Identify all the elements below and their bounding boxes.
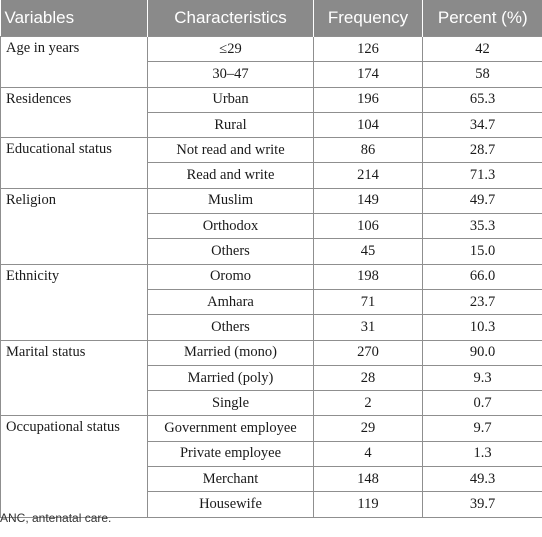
- header-variables: Variables: [0, 0, 148, 37]
- table-row: Residences Urban 196 65.3: [0, 86, 542, 139]
- header-row: Variables Characteristics Frequency Perc…: [0, 0, 542, 37]
- percent-cell: 58: [422, 61, 542, 88]
- percent-cell: 65.3: [422, 86, 542, 113]
- percent-cell: 23.7: [422, 288, 542, 316]
- table-row: Religion Muslim 149 49.7: [0, 187, 542, 265]
- percent-cell: 71.3: [422, 162, 542, 189]
- variable-cell: Educational status: [0, 137, 148, 189]
- frequency-cell: 148: [313, 466, 423, 493]
- percent-cell: 35.3: [422, 213, 542, 240]
- frequency-cell: 86: [313, 137, 423, 164]
- variable-cell: Ethnicity: [0, 263, 148, 341]
- percent-cell: 0.7: [422, 390, 542, 417]
- table-row: Single 2 0.7: [1, 390, 542, 417]
- table-row: Merchant 148 49.3: [1, 466, 542, 493]
- frequency-cell: 214: [313, 162, 423, 189]
- characteristic-cell: Housewife: [147, 491, 314, 518]
- characteristic-cell: Private employee: [147, 440, 314, 468]
- percent-cell: 10.3: [422, 314, 542, 341]
- table-footnote: ANC, antenatal care.: [0, 511, 112, 525]
- frequency-cell: 31: [313, 314, 423, 341]
- table-row: Orthodox 106 35.3: [1, 213, 542, 240]
- frequency-cell: 28: [313, 364, 423, 392]
- table-row: Educational status Not read and write 86 28…: [0, 137, 542, 189]
- frequency-cell: 270: [313, 339, 423, 366]
- variable-cell: Residences: [0, 86, 148, 139]
- percent-cell: 39.7: [422, 491, 542, 518]
- characteristic-cell: Read and write: [147, 162, 314, 189]
- header-characteristics: Characteristics: [147, 0, 314, 37]
- table-row: Occupational status Government employee 29…: [0, 415, 542, 518]
- frequency-cell: 149: [313, 187, 423, 215]
- frequency-cell: 71: [313, 288, 423, 316]
- table-row: Amhara 71 23.7: [1, 288, 542, 316]
- frequency-cell: 126: [313, 35, 423, 63]
- table-row: Housewife 119 39.7: [1, 491, 542, 518]
- table-row: Marital status Married (mono) 270 90.0: [0, 339, 542, 417]
- frequency-cell: 198: [313, 263, 423, 290]
- header-frequency: Frequency: [313, 0, 423, 37]
- percent-cell: 28.7: [422, 137, 542, 164]
- characteristic-cell: Married (mono): [147, 339, 314, 366]
- percent-cell: 66.0: [422, 263, 542, 290]
- characteristic-cell: Urban: [147, 86, 314, 113]
- variable-cell: Age in years: [0, 36, 148, 88]
- variable-cell: Marital status: [0, 339, 148, 417]
- table-row: Read and write 214 71.3: [1, 162, 542, 189]
- characteristic-cell: ≤29: [147, 35, 314, 63]
- characteristic-cell: Married (poly): [147, 364, 314, 392]
- characteristic-cell: Merchant: [147, 466, 314, 493]
- percent-cell: 49.7: [422, 187, 542, 215]
- characteristic-cell: Oromo: [147, 263, 314, 290]
- characteristic-cell: Amhara: [147, 288, 314, 316]
- table-row: Rural 104 34.7: [1, 111, 542, 139]
- frequency-cell: 104: [313, 111, 423, 139]
- table-body: Age in years ≤29 126 42 30–47 174 58 Residences…: [0, 35, 542, 518]
- percent-cell: 9.3: [422, 364, 542, 392]
- variable-cell: Occupational status: [0, 415, 148, 518]
- characteristic-cell: Orthodox: [147, 213, 314, 240]
- characteristic-cell: Not read and write: [147, 137, 314, 164]
- frequency-cell: 4: [313, 440, 423, 468]
- frequency-cell: 2: [313, 390, 423, 417]
- characteristic-cell: Single: [147, 390, 314, 417]
- frequency-cell: 29: [313, 415, 423, 442]
- table-row: Married (poly) 28 9.3: [1, 364, 542, 392]
- characteristic-cell: Others: [147, 314, 314, 341]
- characteristic-cell: Government employee: [147, 415, 314, 442]
- characteristic-cell: Others: [147, 238, 314, 265]
- header-percent: Percent (%): [422, 0, 542, 37]
- percent-cell: 42: [422, 35, 542, 63]
- table-row: Age in years ≤29 126 42: [0, 35, 542, 88]
- frequency-cell: 119: [313, 491, 423, 518]
- percent-cell: 15.0: [422, 238, 542, 265]
- percent-cell: 9.7: [422, 415, 542, 442]
- percent-cell: 90.0: [422, 339, 542, 366]
- table-row: Others 45 15.0: [1, 238, 542, 265]
- variable-cell: Religion: [0, 187, 148, 265]
- characteristic-cell: Muslim: [147, 187, 314, 215]
- characteristic-cell: Rural: [147, 111, 314, 139]
- table-row: Ethnicity Oromo 198 66.0: [0, 263, 542, 341]
- characteristic-cell: 30–47: [147, 61, 314, 88]
- characteristics-table: Variables Characteristics Frequency Perc…: [0, 0, 542, 518]
- frequency-cell: 106: [313, 213, 423, 240]
- percent-cell: 1.3: [422, 440, 542, 468]
- frequency-cell: 196: [313, 86, 423, 113]
- frequency-cell: 45: [313, 238, 423, 265]
- percent-cell: 34.7: [422, 111, 542, 139]
- percent-cell: 49.3: [422, 466, 542, 493]
- frequency-cell: 174: [313, 61, 423, 88]
- data-table-wrapper: Variables Characteristics Frequency Perc…: [0, 0, 542, 518]
- table-row: Others 31 10.3: [1, 314, 542, 341]
- table-header: Variables Characteristics Frequency Perc…: [0, 0, 542, 37]
